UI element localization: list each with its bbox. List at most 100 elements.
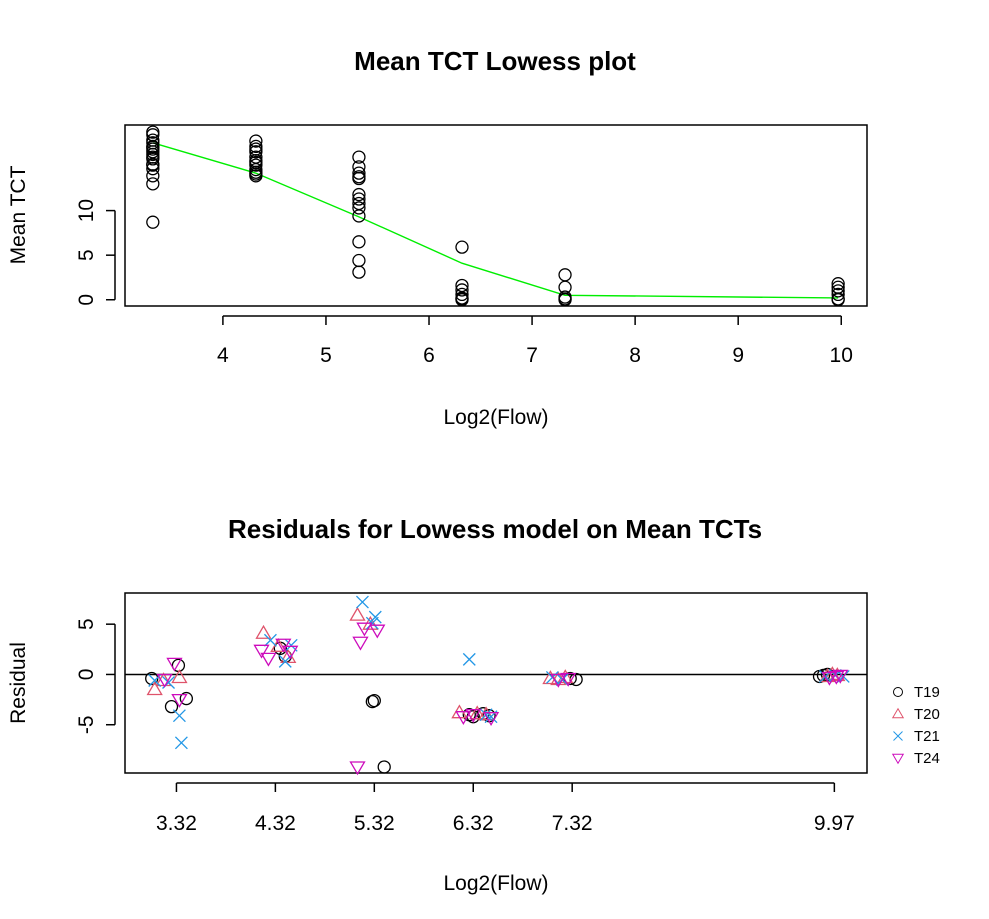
legend-marker-t19 (893, 687, 903, 697)
legend-label-t24: T24 (914, 750, 940, 767)
data-point (352, 150, 366, 164)
x-tick-label: 6 (423, 344, 435, 367)
data-point-t20 (477, 706, 495, 721)
data-point-t21 (174, 736, 188, 750)
x-tick-label: 6.32 (453, 812, 494, 835)
data-point (352, 166, 366, 180)
data-point (249, 142, 263, 156)
data-point-t21 (172, 709, 186, 723)
data-point-t21 (365, 616, 379, 630)
data-point-t19 (164, 699, 179, 714)
data-point (352, 235, 366, 249)
data-point (249, 134, 263, 148)
data-point-t24 (253, 644, 270, 659)
data-point (352, 187, 366, 202)
data-point-t20 (469, 705, 486, 720)
data-point-t19 (367, 693, 381, 708)
data-point (352, 265, 366, 279)
lowess-plot-panel: Mean TCT Lowess plot 4 5 6 7 8 9 10 0 5 10 Log2(… (7, 46, 868, 429)
legend-label-t20: T20 (914, 706, 940, 723)
lowess-plot-ylabel: Mean TCT (7, 165, 30, 264)
data-point-t20 (146, 681, 163, 696)
data-point-t21 (368, 610, 382, 624)
data-point-t20 (255, 624, 272, 639)
data-point-t19 (377, 760, 391, 774)
residuals-plot-ylabel: Residual (7, 642, 30, 724)
x-tick-label: 9.97 (814, 812, 855, 835)
legend-label-t19: T19 (914, 684, 940, 701)
data-point-t24 (482, 712, 500, 726)
data-point (831, 284, 845, 298)
data-point-t20 (270, 638, 287, 652)
data-point (249, 165, 263, 179)
y-tick-label: 10 (75, 199, 98, 222)
data-point (352, 253, 366, 268)
data-point-t24 (275, 638, 292, 653)
data-point (146, 215, 160, 229)
residuals-plot-xlabel: Log2(Flow) (443, 872, 548, 895)
data-point (558, 268, 572, 282)
x-tick-label: 4 (217, 344, 229, 367)
data-point-t24 (560, 672, 577, 687)
x-tick-label: 9 (732, 344, 744, 367)
data-point (831, 277, 845, 291)
data-point-t24 (369, 624, 386, 639)
data-point-t21 (462, 652, 476, 666)
y-tick-label: -5 (75, 715, 98, 734)
data-point-t19 (179, 691, 193, 706)
residuals-plot-panel: Residuals for Lowess model on Mean TCTs … (7, 514, 940, 895)
data-point (455, 240, 469, 254)
residuals-plot-area (124, 592, 868, 774)
x-tick-label: 3.32 (156, 812, 197, 835)
data-point (352, 171, 366, 186)
x-tick-label: 4.32 (255, 812, 296, 835)
x-tick-label: 10 (830, 344, 853, 367)
x-tick-label: 8 (629, 344, 641, 367)
data-point-t24 (349, 761, 366, 776)
data-point (146, 150, 160, 164)
lowess-plot-title: Mean TCT Lowess plot (354, 46, 636, 76)
x-tick-label: 5 (320, 344, 332, 367)
x-tick-label: 5.32 (354, 812, 395, 835)
x-tick-label: 7 (526, 344, 538, 367)
legend-label-t21: T21 (914, 728, 940, 745)
data-point-t24 (156, 673, 173, 688)
data-point-t24 (550, 673, 567, 688)
data-point (249, 169, 263, 183)
data-point (352, 192, 366, 206)
lowess-line (152, 142, 839, 299)
data-point (352, 209, 366, 223)
legend-marker-t24 (891, 753, 905, 765)
data-point (146, 169, 160, 183)
data-point (249, 155, 263, 170)
data-point-t19 (145, 671, 159, 686)
data-point-t21 (355, 595, 369, 609)
data-point-t20 (542, 670, 559, 685)
data-point-t24 (828, 670, 845, 685)
x-tick-label: 7.32 (552, 812, 593, 835)
y-tick-label: 5 (75, 618, 98, 630)
residuals-plot-title: Residuals for Lowess model on Mean TCTs (228, 514, 762, 544)
data-point-t24 (260, 652, 277, 667)
data-point (455, 283, 469, 297)
data-point-t24 (166, 657, 183, 672)
data-point-t24 (171, 693, 188, 708)
data-point-t20 (349, 606, 366, 621)
data-point-t20 (171, 669, 188, 684)
data-point (146, 158, 160, 172)
lowess-plot-xlabel: Log2(Flow) (443, 406, 548, 429)
y-tick-label: 0 (75, 294, 98, 306)
data-point (146, 177, 160, 191)
data-point (352, 201, 366, 215)
legend-marker-t21 (893, 731, 903, 741)
lowess-plot-area (124, 124, 868, 307)
data-point (831, 293, 845, 307)
data-point (558, 292, 572, 306)
data-point (146, 140, 160, 154)
y-tick-label: 5 (75, 249, 98, 261)
data-point (455, 287, 469, 302)
data-point-t24 (832, 669, 849, 684)
data-point (831, 287, 845, 302)
data-point-t24 (352, 636, 369, 651)
